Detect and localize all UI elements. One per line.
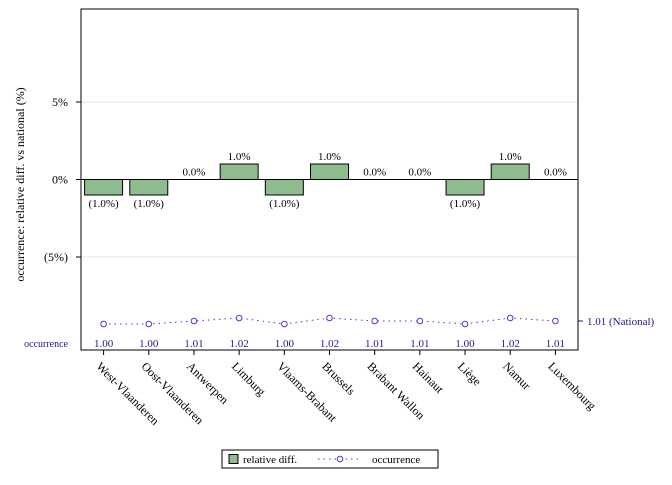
occurrence-row-label: occurrence — [24, 339, 68, 350]
occurrence-value-label: 1.02 — [230, 338, 249, 350]
occurrence-marker — [506, 314, 514, 322]
occurrence-marker — [461, 320, 469, 328]
bar-data-label: 0.0% — [408, 167, 431, 179]
bar-data-label: (1.0%) — [134, 198, 165, 210]
bar-relative-diff — [84, 179, 124, 196]
bar-data-label: 1.0% — [228, 151, 251, 163]
occurrence-marker — [235, 314, 243, 322]
y-tick-label: 0% — [52, 173, 68, 187]
x-tick-label: Luxembourg — [545, 359, 599, 413]
occurrence-value-label: 1.00 — [94, 338, 114, 350]
legend-swatch-relative-diff — [228, 454, 239, 464]
legend-label-occurrence: occurrence — [372, 454, 420, 466]
bar-relative-diff — [219, 163, 259, 180]
occurrence-marker — [190, 317, 198, 325]
bar-relative-diff — [264, 179, 304, 196]
legend-label-relative-diff: relative diff. — [243, 454, 297, 466]
x-tick-label: Antwerpen — [184, 359, 232, 407]
x-tick-label: Liège — [455, 359, 484, 388]
x-tick-label: Hainaut — [410, 359, 447, 396]
bar-data-label: 0.0% — [363, 167, 386, 179]
bar-data-label: 0.0% — [182, 167, 205, 179]
occurrence-value-label: 1.01 — [365, 338, 384, 350]
occurrence-marker — [326, 314, 333, 322]
occurrence-marker — [416, 317, 424, 325]
x-tick-label: Brussels — [319, 359, 358, 398]
y-axis-title: occurrence: relative diff. vs national (… — [13, 87, 27, 281]
bar-relative-diff — [129, 179, 169, 196]
bar-data-label: 1.0% — [499, 151, 522, 163]
bar-data-label: 1.0% — [318, 151, 341, 163]
occurrence-marker — [100, 320, 107, 328]
occurrence-value-label: 1.01 — [546, 338, 565, 350]
occurrence-value-label: 1.02 — [320, 338, 339, 350]
bar-relative-diff — [445, 179, 485, 196]
x-tick-label: Limburg — [229, 359, 268, 398]
occurrence-value-label: 1.00 — [455, 338, 475, 350]
bar-relative-diff — [310, 163, 349, 180]
occurrence-value-label: 1.01 — [184, 338, 203, 350]
bar-data-label: 0.0% — [544, 167, 567, 179]
x-tick-label: Namur — [500, 359, 533, 392]
occurrence-marker — [552, 317, 559, 325]
occurrence-marker — [145, 320, 153, 328]
bar-data-label: (1.0%) — [269, 198, 300, 210]
bar-data-label: (1.0%) — [450, 198, 481, 210]
occurrence-value-label: 1.02 — [501, 338, 520, 350]
bar-data-label: (1.0%) — [88, 198, 119, 210]
occurrence-marker — [371, 317, 378, 325]
occurrence-value-label: 1.00 — [139, 338, 159, 350]
bar-relative-diff — [490, 163, 530, 180]
national-label: 1.01 (National) — [587, 316, 655, 328]
y-tick-label: (5%) — [44, 250, 68, 264]
legend-marker-occurrence — [336, 455, 344, 463]
occurrence-value-label: 1.00 — [275, 338, 295, 350]
y-tick-label: 5% — [52, 95, 68, 109]
occurrence-value-label: 1.01 — [410, 338, 429, 350]
occurrence-marker — [281, 320, 288, 328]
